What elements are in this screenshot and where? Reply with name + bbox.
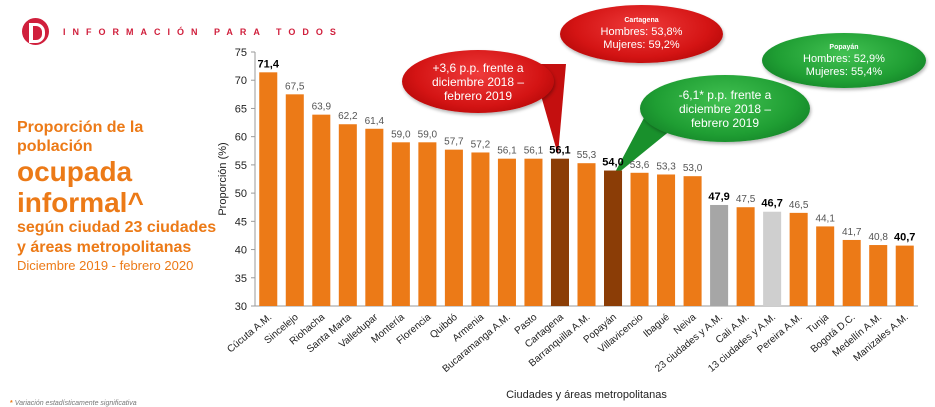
bar-value-label: 56,1	[549, 145, 570, 157]
side-title-line2: ocupada informal^	[17, 156, 144, 218]
cartagena-bubble-title: Cartagena	[624, 17, 659, 24]
side-title-line3: según ciudad 23 ciudades y áreas metropo…	[17, 219, 217, 256]
green-callout-bubble: -6,1* p.p. frente a diciembre 2018 – feb…	[640, 75, 810, 142]
bar	[312, 114, 331, 306]
bar	[630, 172, 649, 306]
bar-value-label: 61,4	[365, 116, 385, 127]
y-tick-label: 45	[235, 216, 247, 228]
y-tick-label: 75	[235, 47, 247, 59]
popayan-bubble-title: Popayán	[829, 43, 859, 51]
bar-value-label: 62,2	[338, 111, 358, 122]
header: INFORMACIÓN PARA TODOS	[22, 18, 343, 45]
y-tick-label: 40	[235, 245, 247, 257]
y-tick-label: 60	[235, 132, 247, 144]
bar-value-label: 46,7	[761, 198, 782, 210]
bar-value-label: 59,0	[391, 129, 411, 140]
bar-value-label: 59,0	[418, 129, 438, 140]
bar	[550, 158, 569, 306]
y-tick-label: 70	[235, 75, 247, 87]
y-tick-label: 65	[235, 103, 247, 115]
y-tick-label: 35	[235, 273, 247, 285]
bar-value-label: 55,3	[577, 150, 597, 161]
footnote: * Variación estadísticamente significati…	[10, 400, 137, 407]
bar-value-label: 47,9	[708, 191, 729, 203]
bar	[657, 174, 676, 306]
red-callout-bubble: +3,6 p.p. frente a diciembre 2018 – febr…	[402, 50, 554, 113]
y-tick-label: 55	[235, 160, 247, 172]
x-tick-label: Ibagué	[641, 312, 672, 340]
bar	[710, 204, 729, 306]
cartagena-women: Mujeres: 59,2%	[603, 39, 680, 51]
popayan-bubble: Popayán Hombres: 52,9% Mujeres: 55,4%	[762, 33, 926, 88]
bar	[444, 149, 463, 306]
bar	[497, 158, 516, 306]
bar	[683, 176, 702, 306]
bar	[789, 212, 808, 306]
footnote-text: Variación estadísticamente significativa	[14, 400, 137, 407]
bar-value-label: 46,5	[789, 200, 809, 211]
bar	[471, 152, 490, 306]
bar	[604, 170, 623, 306]
bar-value-label: 40,7	[894, 232, 915, 244]
bar-value-label: 44,1	[815, 213, 835, 224]
bar	[816, 226, 835, 306]
side-title-line1: Proporción de la población	[17, 119, 144, 155]
bar-value-label: 56,1	[524, 146, 544, 157]
bar-value-label: 40,8	[868, 232, 888, 243]
bar	[524, 158, 543, 306]
bar-value-label: 63,9	[312, 102, 332, 113]
side-title: Proporción de la población ocupada infor…	[17, 118, 217, 274]
bar	[259, 72, 278, 306]
cartagena-men: Hombres: 53,8%	[600, 26, 683, 38]
bar	[577, 163, 596, 306]
bar-value-label: 57,7	[444, 137, 464, 148]
bar	[391, 142, 410, 306]
x-axis-title: Ciudades y áreas metropolitanas	[506, 389, 667, 401]
bar-value-label: 53,3	[656, 161, 676, 172]
header-tagline: INFORMACIÓN PARA TODOS	[63, 26, 343, 37]
y-axis-title: Proporción (%)	[217, 142, 229, 215]
bar-value-label: 53,0	[683, 163, 703, 174]
green-callout-text: -6,1* p.p. frente a diciembre 2018 – feb…	[678, 87, 772, 130]
cartagena-bubble: Cartagena Hombres: 53,8% Mujeres: 59,2%	[560, 5, 723, 63]
bar	[763, 211, 782, 306]
bar	[842, 239, 861, 306]
red-callout-text: +3,6 p.p. frente a diciembre 2018 – febr…	[431, 60, 525, 103]
bar-value-label: 53,6	[630, 160, 650, 171]
bar	[285, 94, 304, 306]
bar-value-label: 41,7	[842, 227, 862, 238]
bar-value-label: 57,2	[471, 139, 491, 150]
bar-value-label: 47,5	[736, 194, 756, 205]
bar-value-label: 71,4	[258, 58, 280, 70]
y-tick-label: 30	[235, 301, 247, 313]
bar	[365, 128, 384, 306]
bar	[869, 245, 888, 306]
bar	[736, 207, 755, 306]
bar	[418, 142, 437, 306]
dane-logo-icon	[22, 18, 49, 45]
popayan-men: Hombres: 52,9%	[803, 52, 885, 65]
bar	[895, 245, 914, 306]
y-tick-label: 50	[235, 188, 247, 200]
popayan-women: Mujeres: 55,4%	[805, 65, 883, 78]
bar	[338, 124, 357, 306]
bar-value-label: 67,5	[285, 81, 305, 92]
bar-value-label: 54,0	[602, 157, 623, 169]
footnote-mark: *	[10, 400, 13, 407]
bar-value-label: 56,1	[497, 146, 517, 157]
side-title-line4: Diciembre 2019 - febrero 2020	[17, 258, 194, 273]
